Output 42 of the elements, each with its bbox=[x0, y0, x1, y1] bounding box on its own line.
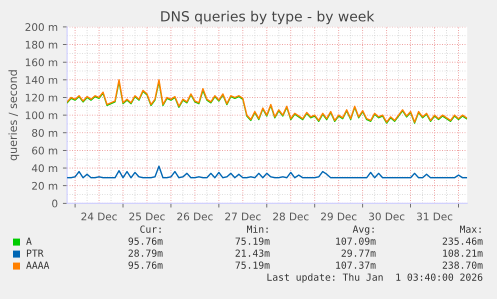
text: 95.76m bbox=[128, 261, 163, 269]
text: 75.19m bbox=[236, 237, 270, 245]
y-tick-label: 200 m bbox=[25, 23, 58, 32]
text: 95.76m bbox=[128, 237, 163, 245]
text: Max: bbox=[460, 226, 481, 233]
text: 238.70m bbox=[442, 261, 483, 269]
x-tick-label: 29 Dec bbox=[321, 212, 356, 220]
x-tick-label: 31 Dec bbox=[416, 212, 452, 220]
y-tick-label: 60 m bbox=[32, 146, 58, 155]
legend-label: PTR bbox=[26, 250, 44, 257]
legend-label: AAAA bbox=[26, 262, 50, 269]
text: 107.37m bbox=[336, 261, 376, 269]
text: 75.19m bbox=[236, 261, 270, 269]
text: 107.09m bbox=[336, 237, 376, 245]
y-tick-label: 80 m bbox=[32, 128, 58, 137]
chart-title: DNS queries by type - by week bbox=[161, 10, 374, 24]
text: 29.77m bbox=[342, 249, 376, 257]
y-axis-title: queries / second bbox=[8, 70, 20, 160]
y-tick-label: 160 m bbox=[26, 58, 58, 66]
text: 235.46m bbox=[442, 237, 483, 245]
x-tick-label: 26 Dec bbox=[177, 212, 213, 220]
x-tick-label: 28 Dec bbox=[273, 212, 308, 220]
text: 108.21m bbox=[443, 249, 483, 257]
y-tick-label: 40 m bbox=[32, 164, 58, 172]
x-tick-label: 30 Dec bbox=[369, 212, 404, 220]
y-tick-label: 0 bbox=[52, 200, 58, 208]
text: Cur: bbox=[140, 225, 161, 233]
y-tick-label: 20 m bbox=[32, 182, 58, 190]
x-tick-label: 25 Dec bbox=[129, 212, 165, 220]
text: 28.79m bbox=[128, 249, 163, 257]
legend-label: A bbox=[26, 238, 32, 245]
line-series bbox=[67, 166, 468, 178]
text: 21.43m bbox=[236, 249, 270, 257]
text: Avg: bbox=[352, 226, 374, 235]
y-tick-label: 180 m bbox=[26, 40, 58, 49]
y-tick-label: 100 m bbox=[26, 111, 58, 120]
text: Last update: Thu Jan 1 03:40:00 2026 bbox=[267, 273, 482, 283]
y-tick-label: 120 m bbox=[26, 94, 58, 102]
text: Min: bbox=[246, 225, 268, 233]
x-tick-label: 24 Dec bbox=[81, 212, 117, 220]
y-tick-label: 140 m bbox=[26, 76, 58, 84]
x-tick-label: 27 Dec bbox=[225, 212, 261, 220]
